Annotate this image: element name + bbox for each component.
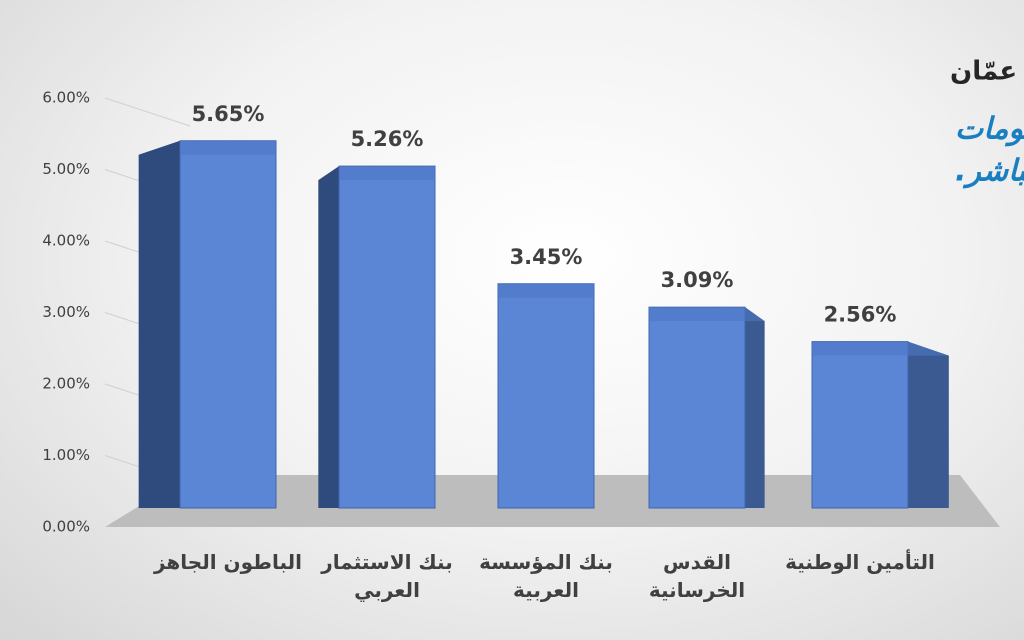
y-tick-label: 4.00% — [42, 232, 90, 250]
data-label: 5.65% — [192, 102, 265, 126]
y-tick-label: 6.00% — [42, 89, 90, 107]
y-tick-label: 3.00% — [42, 303, 90, 321]
data-label: 3.45% — [510, 245, 583, 269]
bar — [648, 306, 765, 509]
grid-line — [104, 97, 191, 127]
bar-face — [745, 307, 765, 508]
logo: معلومات — [955, 112, 1024, 147]
bar-face — [811, 341, 909, 509]
data-label: 2.56% — [824, 303, 897, 327]
bar-face — [648, 306, 746, 509]
bar-face — [649, 307, 765, 322]
bar-face — [498, 283, 594, 298]
bar-face — [497, 283, 595, 509]
bar-face — [179, 140, 277, 509]
bar-face — [908, 341, 949, 508]
bar-face — [138, 140, 180, 508]
logo: مباشر. — [955, 154, 1024, 189]
bar-face — [180, 140, 276, 155]
bar-face — [318, 166, 339, 508]
x-tick-label: القدس الخرسانية — [648, 550, 746, 602]
x-tick-label: التأمين الوطنية — [785, 550, 935, 574]
data-label: 5.26% — [351, 127, 424, 151]
bar-face — [812, 341, 949, 356]
bar — [811, 341, 949, 509]
x-tick-label: بنك الاستثمار العربي — [321, 550, 453, 602]
y-tick-label: 5.00% — [42, 160, 90, 178]
bar-face — [339, 166, 435, 181]
bar-face — [338, 165, 436, 509]
data-label: 3.09% — [661, 268, 734, 292]
bar — [138, 140, 277, 509]
y-tick-label: 0.00% — [42, 518, 90, 536]
x-tick-label: الباطون الجاهز — [153, 550, 303, 574]
x-tick-label: بنك المؤسسة العربية — [479, 550, 613, 602]
chart-title: أكثر 5 أسهم رابحة ببورصة عمّان — [950, 54, 1024, 87]
bar — [497, 283, 595, 509]
y-tick-label: 1.00% — [42, 446, 90, 464]
bar — [318, 165, 436, 509]
y-tick-label: 2.00% — [42, 375, 90, 393]
